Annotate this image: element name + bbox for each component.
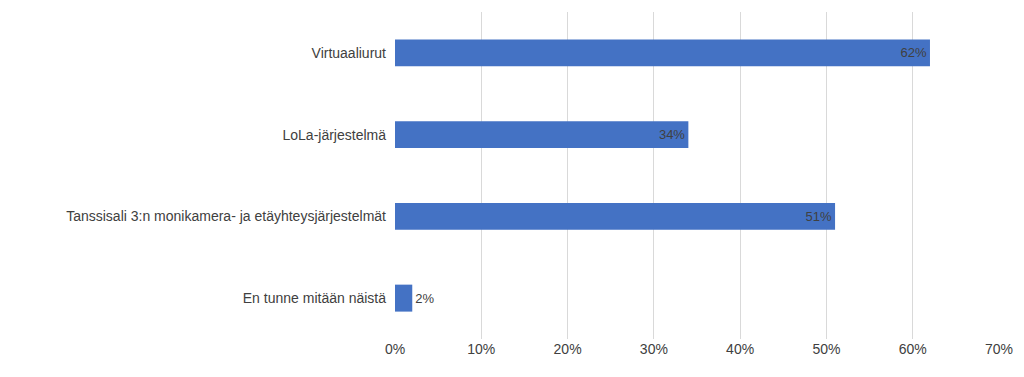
svg-text:2%: 2%: [415, 291, 434, 306]
svg-text:LoLa-järjestelmä: LoLa-järjestelmä: [283, 127, 387, 143]
svg-text:51%: 51%: [806, 209, 832, 224]
svg-text:50%: 50%: [812, 341, 840, 357]
svg-text:0%: 0%: [385, 341, 405, 357]
svg-text:30%: 30%: [640, 341, 668, 357]
svg-text:62%: 62%: [901, 45, 927, 60]
svg-text:Virtuaaliurut: Virtuaaliurut: [312, 45, 387, 61]
svg-text:34%: 34%: [659, 127, 685, 142]
svg-text:10%: 10%: [467, 341, 495, 357]
svg-text:En tunne mitään näistä: En tunne mitään näistä: [243, 290, 386, 306]
svg-text:40%: 40%: [726, 341, 754, 357]
svg-text:Tanssisali 3:n monikamera- ja: Tanssisali 3:n monikamera- ja etäyhteysj…: [66, 208, 386, 224]
svg-text:70%: 70%: [985, 341, 1013, 357]
svg-text:20%: 20%: [554, 341, 582, 357]
svg-text:60%: 60%: [899, 341, 927, 357]
